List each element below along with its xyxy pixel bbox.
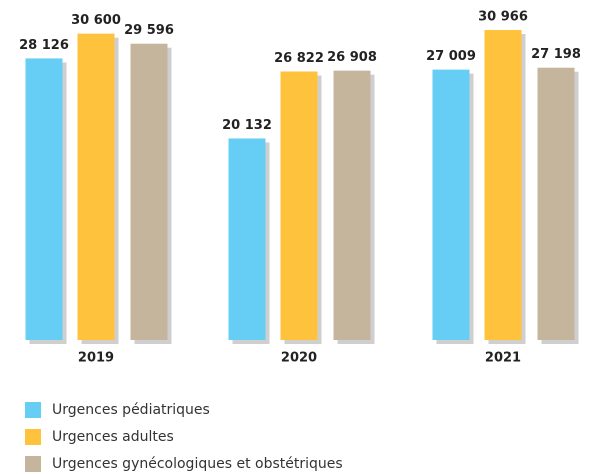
bar <box>484 30 522 340</box>
value-label: 20 132 <box>222 118 272 133</box>
bar <box>25 58 63 340</box>
bar <box>77 33 115 341</box>
legend-swatch <box>25 402 41 418</box>
bar <box>432 69 470 340</box>
bar <box>333 70 371 340</box>
value-label: 30 966 <box>478 10 528 25</box>
bar <box>228 138 266 340</box>
x-tick-label: 2020 <box>281 351 317 366</box>
value-label: 26 908 <box>327 50 377 65</box>
x-tick-label: 2019 <box>78 351 114 366</box>
value-label: 26 822 <box>274 51 324 66</box>
bar <box>537 67 575 340</box>
value-label: 29 596 <box>124 23 174 38</box>
bar <box>280 71 318 340</box>
value-label: 28 126 <box>19 38 69 53</box>
legend-swatch <box>25 429 41 445</box>
legend-label: Urgences pédiatriques <box>52 402 210 418</box>
x-tick-label: 2021 <box>485 351 521 366</box>
value-label: 30 600 <box>71 13 121 28</box>
bar <box>130 43 168 341</box>
value-label: 27 198 <box>531 47 581 62</box>
value-label: 27 009 <box>426 49 476 64</box>
legend-label: Urgences adultes <box>52 429 174 445</box>
legend-label: Urgences gynécologiques et obstétriques <box>52 456 343 472</box>
legend-swatch <box>25 456 41 472</box>
